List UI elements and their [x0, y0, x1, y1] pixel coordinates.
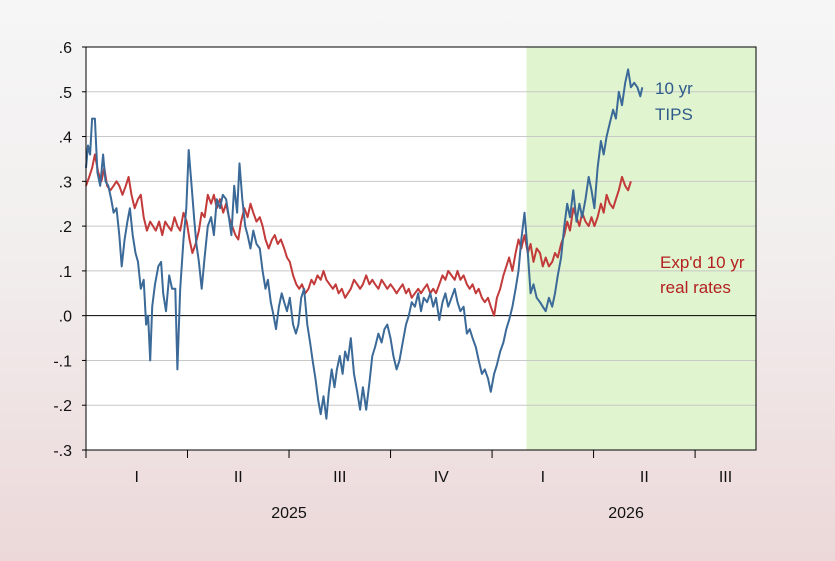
gridlines	[86, 46, 756, 451]
series-layer	[85, 68, 644, 420]
y-tick-label: .3	[59, 174, 72, 191]
x-quarter-label: III	[719, 469, 732, 486]
x-year-label: 2026	[608, 505, 644, 522]
y-tick-label: .2	[59, 219, 72, 236]
series-line-real-rates	[85, 153, 632, 317]
y-tick-label: -.3	[53, 443, 72, 460]
x-quarter-label: I	[541, 469, 545, 486]
y-tick-label: .4	[59, 130, 72, 147]
y-tick-label: .1	[59, 264, 72, 281]
x-quarter-label: I	[135, 469, 139, 486]
y-tick-label: -.1	[53, 353, 72, 370]
annotations: 10 yr TIPS Exp'd 10 yr real rates	[655, 79, 745, 297]
x-year-label: 2025	[271, 505, 307, 522]
x-quarter-label: III	[333, 469, 346, 486]
y-tick-label: -.2	[53, 398, 72, 415]
y-tick-label: .5	[59, 85, 72, 102]
tips-label-line1: 10 yr	[655, 79, 693, 98]
real-rates-label-line2: real rates	[660, 278, 731, 297]
shaded-forecast-region	[526, 47, 756, 450]
tips-label-line2: TIPS	[655, 105, 693, 124]
plot-frame	[85, 46, 757, 451]
y-tick-label: .0	[59, 309, 72, 326]
real-rates-label-line1: Exp'd 10 yr	[660, 253, 745, 272]
x-quarter-label: II	[234, 469, 243, 486]
y-axis: .6 .5 .4 .3 .2 .1 .0 -.1 -.2 -.3	[53, 40, 86, 460]
y-tick-label: .6	[59, 40, 72, 57]
series-line-tips	[85, 68, 644, 420]
x-quarter-label: II	[640, 469, 649, 486]
x-quarter-label: IV	[434, 469, 449, 486]
